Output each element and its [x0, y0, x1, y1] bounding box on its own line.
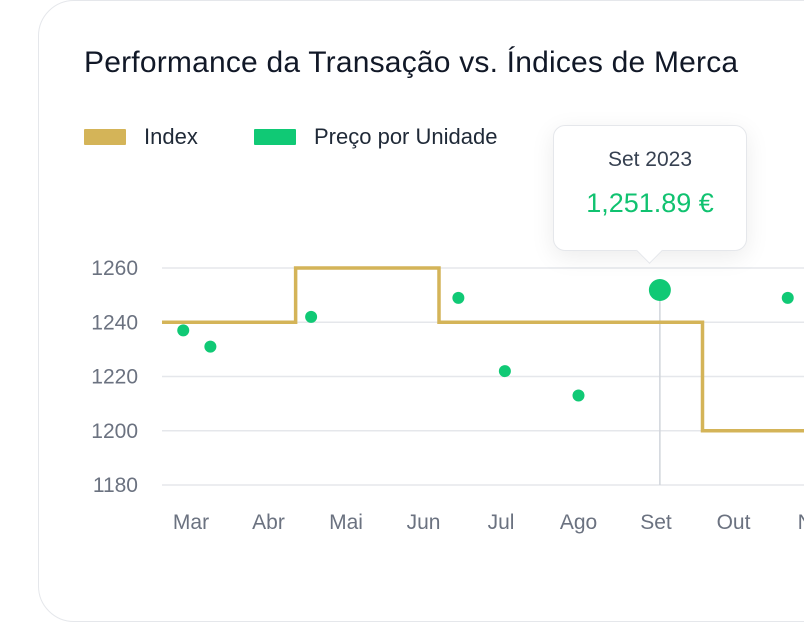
legend-swatch-price	[254, 129, 296, 145]
price-point	[177, 324, 190, 337]
tooltip-value: 1,251.89 €	[586, 188, 714, 218]
x-tick-label: Abr	[252, 511, 285, 534]
chart-card	[38, 0, 804, 622]
legend-swatch-index	[84, 129, 126, 145]
x-tick-label: Out	[717, 511, 751, 534]
legend-item-index[interactable]: Index	[84, 124, 198, 150]
tooltip: Set 2023 1,251.89 €	[553, 125, 747, 251]
x-tick-label: Mar	[173, 511, 209, 534]
tooltip-date: Set 2023	[607, 148, 693, 171]
price-point	[204, 340, 217, 353]
x-tick-label: Mai	[329, 511, 363, 534]
x-tick-label: Ago	[560, 511, 597, 534]
index-series-line	[162, 266, 804, 433]
x-tick-label: Jul	[488, 511, 515, 534]
legend-label-price: Preço por Unidade	[314, 124, 498, 149]
chart-title: Performance da Transação vs. Índices de …	[84, 46, 739, 79]
y-tick-label: 1200	[91, 420, 138, 443]
price-point	[305, 310, 318, 323]
x-tick-label: Set	[640, 511, 672, 534]
x-tick-label: Jun	[407, 511, 441, 534]
price-point-active	[648, 278, 671, 301]
price-point	[781, 291, 794, 304]
price-point	[572, 389, 585, 402]
legend-item-price[interactable]: Preço por Unidade	[254, 124, 497, 150]
price-point	[498, 365, 511, 378]
price-point	[452, 291, 465, 304]
y-tick-label: 1260	[91, 257, 138, 280]
y-tick-label: 1220	[91, 366, 138, 389]
legend-label-index: Index	[144, 124, 198, 149]
x-tick-label: No	[798, 511, 804, 534]
chart-plot: 1260 1240 1220 1200 1180 Mar Abr Mai Jun Jul Ago S…	[91, 257, 804, 534]
y-tick-label: 1240	[91, 311, 138, 334]
y-tick-label: 1180	[93, 474, 138, 497]
